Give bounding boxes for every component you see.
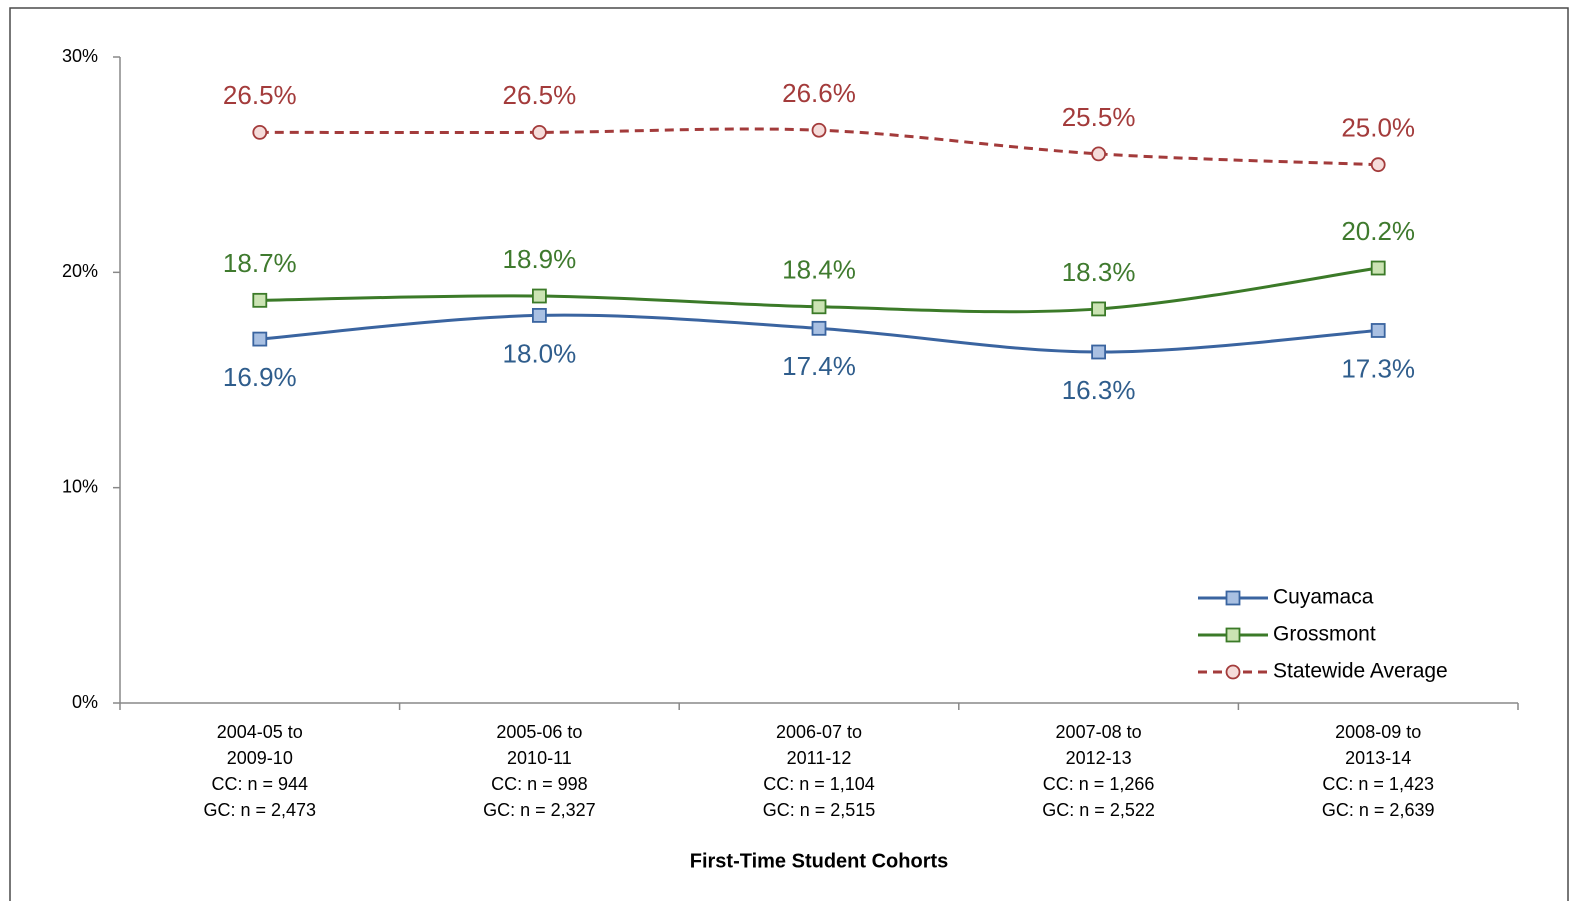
legend-label: Grossmont xyxy=(1273,623,1376,646)
x-tick-label: 2011-12 xyxy=(787,748,852,768)
data-point xyxy=(1370,260,1386,276)
data-label: 16.3% xyxy=(1062,375,1136,405)
data-label: 20.2% xyxy=(1341,216,1415,246)
data-point xyxy=(1091,301,1106,317)
x-tick-label: 2013-14 xyxy=(1345,748,1411,768)
data-point xyxy=(252,331,268,347)
legend-marker xyxy=(1225,627,1241,643)
data-label: 26.5% xyxy=(223,80,297,110)
x-tick-label: GC: n = 2,522 xyxy=(1042,800,1155,820)
data-label: 26.5% xyxy=(503,80,577,110)
x-axis-title: First-Time Student Cohorts xyxy=(690,850,949,872)
data-point xyxy=(1091,146,1106,162)
x-tick-label: GC: n = 2,515 xyxy=(763,800,876,820)
data-point xyxy=(532,288,547,304)
y-tick-label: 0% xyxy=(72,692,98,712)
x-tick-label: GC: n = 2,327 xyxy=(483,800,596,820)
legend-label: Cuyamaca xyxy=(1273,586,1374,609)
x-tick-label: CC: n = 998 xyxy=(491,774,588,794)
data-label: 18.9% xyxy=(503,244,577,274)
data-label: 26.6% xyxy=(782,78,856,108)
data-point xyxy=(252,124,268,140)
data-point xyxy=(811,299,827,315)
legend-label: Statewide Average xyxy=(1273,660,1448,683)
data-point xyxy=(811,122,827,138)
y-tick-label: 30% xyxy=(62,46,98,66)
data-label: 17.3% xyxy=(1341,353,1415,383)
x-tick-label: 2006-07 to xyxy=(776,722,862,742)
data-point xyxy=(811,320,827,336)
legend-marker xyxy=(1225,590,1241,606)
chart-frame xyxy=(9,7,1569,901)
y-tick-label: 20% xyxy=(62,261,98,281)
x-tick-label: 2008-09 to xyxy=(1335,722,1421,742)
data-point xyxy=(532,124,547,140)
x-tick-label: 2012-13 xyxy=(1066,748,1132,768)
x-tick-label: 2010-11 xyxy=(507,748,572,768)
data-label: 25.0% xyxy=(1341,113,1415,143)
x-tick-label: CC: n = 1,266 xyxy=(1043,774,1155,794)
data-point xyxy=(1091,344,1106,360)
data-point xyxy=(1370,157,1386,173)
data-label: 16.9% xyxy=(223,362,297,392)
x-tick-label: GC: n = 2,639 xyxy=(1322,800,1435,820)
data-label: 18.3% xyxy=(1062,257,1136,287)
x-tick-label: 2004-05 to xyxy=(217,722,303,742)
x-tick-label: 2009-10 xyxy=(227,748,293,768)
data-point xyxy=(532,307,547,323)
x-tick-label: CC: n = 1,104 xyxy=(763,774,875,794)
data-label: 18.0% xyxy=(503,338,577,368)
data-point xyxy=(1370,323,1386,338)
x-tick-label: GC: n = 2,473 xyxy=(204,800,317,820)
data-label: 25.5% xyxy=(1062,102,1136,132)
y-tick-label: 10% xyxy=(62,476,98,496)
legend-marker xyxy=(1225,664,1241,680)
x-tick-label: CC: n = 1,423 xyxy=(1322,774,1434,794)
data-label: 18.7% xyxy=(223,248,297,278)
data-point xyxy=(252,292,268,308)
x-tick-label: 2005-06 to xyxy=(496,722,582,742)
data-label: 18.4% xyxy=(782,255,856,285)
x-tick-label: CC: n = 944 xyxy=(212,774,309,794)
x-tick-label: 2007-08 to xyxy=(1056,722,1142,742)
data-label: 17.4% xyxy=(782,351,856,381)
